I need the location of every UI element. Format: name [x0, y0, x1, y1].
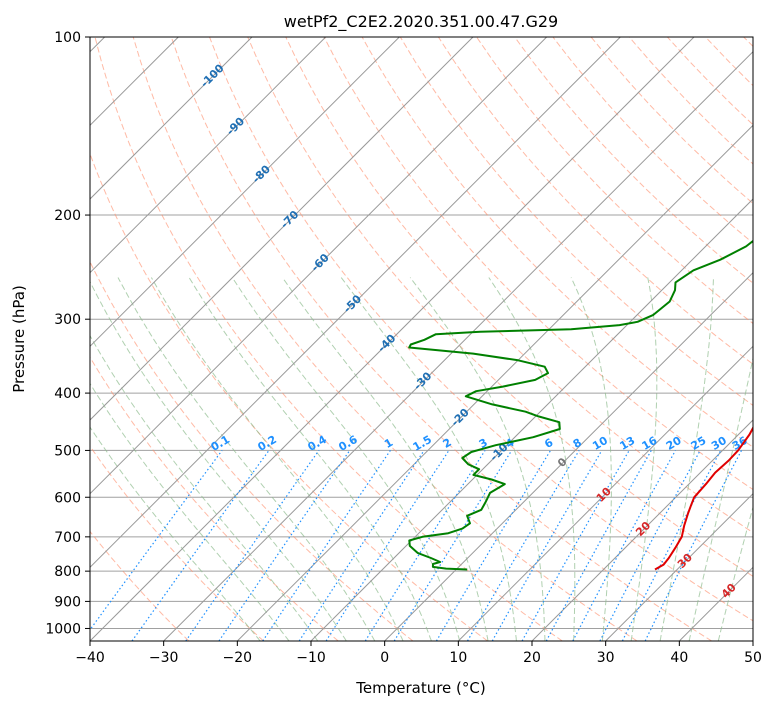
- moist-adiabat-line: [717, 505, 753, 641]
- dewpoint-profile-line: [408, 239, 753, 571]
- mixing-ratio-line: [644, 450, 743, 641]
- x-tick-label: 0: [380, 650, 389, 666]
- mixing-ratio-line: [393, 450, 513, 641]
- x-tick-label: 20: [523, 650, 541, 666]
- isotherm-line: [531, 419, 753, 641]
- isotherm-line: [90, 37, 474, 421]
- moist-adiabat-line: [570, 277, 612, 641]
- mixing-ratio-line: [131, 450, 270, 641]
- x-tick-label: −20: [223, 650, 253, 666]
- x-axis-label: Temperature (°C): [355, 679, 485, 697]
- y-tick-label: 1000: [45, 621, 81, 637]
- y-tick-label: 800: [54, 564, 81, 580]
- x-tick-label: 10: [449, 650, 467, 666]
- mixing-ratio-line: [262, 450, 391, 641]
- mixing-ratio-line: [185, 450, 320, 641]
- y-tick-label: 300: [54, 312, 81, 328]
- moist-adiabat-line: [90, 426, 261, 641]
- isotherm-line: [90, 37, 548, 495]
- moist-adiabat-line: [90, 382, 290, 641]
- moist-adiabat-line: [630, 277, 658, 641]
- mixing-ratio-line: [90, 450, 223, 631]
- moist-adiabat-line: [409, 277, 546, 641]
- y-tick-label: 400: [54, 386, 81, 402]
- dry-adiabat-line: [437, 37, 753, 365]
- plot-frame: [89, 36, 754, 642]
- isotherm-line: [90, 37, 327, 274]
- moist-adiabat-line: [117, 277, 376, 641]
- dry-adiabat-line: [514, 37, 753, 284]
- dry-adiabat-line: [94, 37, 563, 641]
- moist-adiabats: [90, 277, 753, 641]
- y-tick-label: 600: [54, 490, 81, 506]
- isotherm-line: [457, 345, 753, 641]
- profile-series: [408, 239, 753, 571]
- moist-adiabat-line: [281, 277, 489, 641]
- isotherm-line: [236, 124, 753, 641]
- moist-adiabat-line: [90, 280, 347, 641]
- dry-adiabat-line: [90, 530, 190, 641]
- isotherm-line: [90, 37, 253, 200]
- x-tick-label: 30: [597, 650, 615, 666]
- x-tick-label: −40: [75, 650, 105, 666]
- isotherm-line: [163, 50, 753, 641]
- dry-adiabat-line: [247, 37, 753, 577]
- dry-adiabat-line: [399, 37, 753, 407]
- isotherm-line: [90, 37, 621, 569]
- chart-title: wetPf2_C2E2.2020.351.00.47.G29: [284, 12, 558, 32]
- isotherm-line: [605, 492, 753, 641]
- mixing-ratio-line: [298, 450, 425, 641]
- moist-adiabat-line: [150, 277, 404, 641]
- dry-adiabat-line: [90, 356, 339, 641]
- x-tick-label: 40: [670, 650, 688, 666]
- y-axis-label: Pressure (hPa): [10, 285, 28, 393]
- x-axis-ticks: −40 −30 −20 −10 0 10 20 30 40 50: [75, 641, 762, 666]
- dry-adiabat-line: [209, 37, 753, 622]
- y-axis-ticks: 100 200 300 400 500 600 700 800 900 1000: [45, 30, 90, 637]
- y-tick-label: 100: [54, 30, 81, 46]
- moist-adiabat-line: [90, 334, 319, 641]
- dry-adiabat-line: [90, 445, 264, 641]
- y-tick-label: 200: [54, 208, 81, 224]
- x-tick-label: −10: [296, 650, 326, 666]
- moist-adiabat-line: [231, 277, 461, 641]
- isotherm-line: [90, 37, 695, 641]
- x-tick-label: 50: [744, 650, 762, 666]
- mixing-ratio-line: [218, 450, 351, 641]
- moist-adiabat-line: [688, 355, 753, 641]
- mixing-ratio-line: [521, 450, 630, 641]
- mixing-ratio-line: [545, 450, 652, 641]
- mixing-ratio-line: [572, 450, 677, 641]
- x-tick-label: −30: [149, 650, 179, 666]
- y-tick-label: 900: [54, 594, 81, 610]
- isotherm-line: [90, 37, 400, 348]
- y-tick-label: 500: [54, 443, 81, 459]
- temperature-profile-line: [654, 425, 753, 571]
- moist-adiabat-line: [188, 277, 432, 641]
- moist-adiabat-line: [488, 277, 576, 641]
- isotherm-line: [384, 271, 753, 641]
- dry-adiabat-line: [90, 152, 488, 641]
- mixing-ratio-line: [325, 450, 450, 641]
- y-tick-label: 700: [54, 530, 81, 546]
